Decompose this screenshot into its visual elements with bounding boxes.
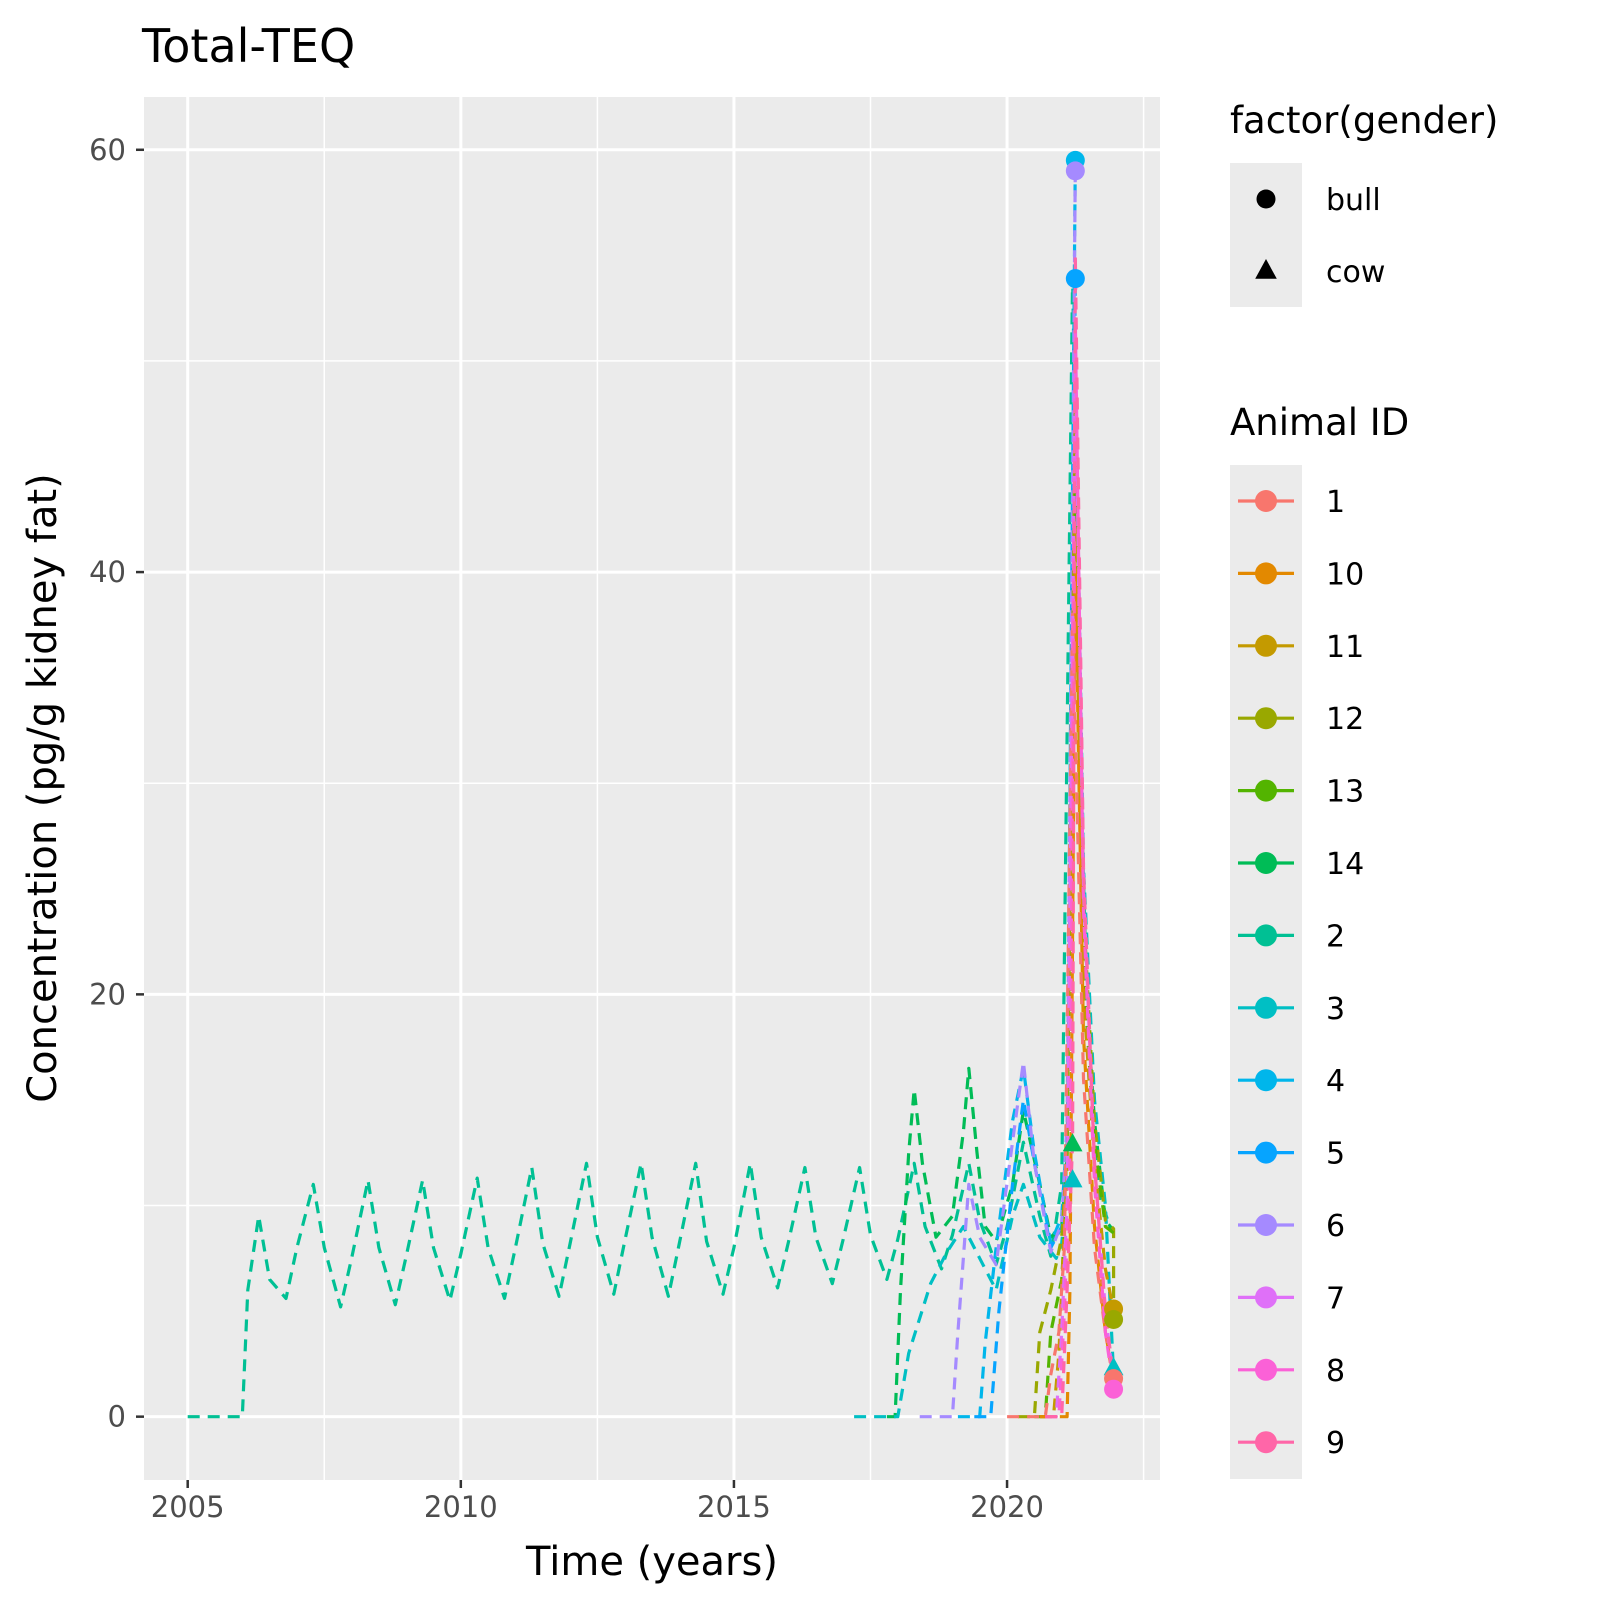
legend-animal-id-label: 10	[1326, 557, 1364, 592]
series-line-1	[1007, 612, 1116, 1419]
x-tick-label: 2010	[424, 1490, 498, 1524]
legend-gender-label: cow	[1326, 255, 1385, 290]
series-line-2	[187, 274, 1113, 1419]
y-tick-label: 0	[108, 1400, 126, 1434]
legend-animal-id-label: 5	[1326, 1137, 1345, 1172]
y-tick-label: 60	[89, 133, 126, 167]
legend-key-point	[1255, 1431, 1277, 1454]
axis-ticks	[136, 148, 1009, 1488]
legend-animal-id-label: 7	[1326, 1281, 1345, 1316]
legend-gender-label: bull	[1326, 183, 1381, 218]
legend-key-circle	[1256, 189, 1276, 209]
legend-animal-id: Animal ID 1 10 11 12 13 14 2 3 4 5 6 7 8 9	[1230, 401, 1409, 1479]
legend-animal-id-label: 4	[1326, 1064, 1345, 1099]
data-point-3	[1062, 1169, 1083, 1188]
legend-animal-id-title: Animal ID	[1230, 401, 1409, 444]
tick-labels: 2005 2010 2015 2020 0 20 40 60	[89, 133, 1044, 1524]
data-point-12	[1104, 1310, 1124, 1330]
grid-minor	[144, 97, 1160, 1480]
series-line-9	[1045, 253, 1116, 1419]
legend-animal-id-label: 11	[1326, 630, 1364, 665]
legend-animal-id-label: 2	[1326, 919, 1345, 954]
legend-animal-id-label: 13	[1326, 775, 1364, 810]
series-line-10	[1039, 570, 1116, 1419]
legend-key-point	[1255, 996, 1277, 1019]
legend-key-point	[1255, 924, 1277, 947]
legend-key-point	[1255, 490, 1277, 512]
marker-layer	[1062, 150, 1124, 1399]
legend-key-point	[1255, 1069, 1277, 1092]
legend-animal-id-label: 9	[1326, 1426, 1345, 1461]
legend-animal-id-label: 6	[1326, 1209, 1345, 1244]
legend-key-point	[1255, 707, 1277, 730]
x-tick-label: 2015	[697, 1490, 771, 1524]
legend-key-point	[1255, 1286, 1277, 1309]
series-line-12	[1018, 401, 1116, 1419]
y-tick-label: 20	[89, 977, 126, 1011]
legend-gender-keys	[1230, 163, 1302, 307]
legend-animal-id-label: 3	[1326, 992, 1345, 1027]
data-point-8	[1104, 1379, 1124, 1399]
data-point-14	[1062, 1133, 1083, 1152]
legend-key-point	[1255, 1141, 1277, 1164]
legend-animal-id-keys	[1230, 465, 1302, 1479]
data-point-5	[1065, 269, 1085, 289]
x-tick-label: 2005	[151, 1490, 225, 1524]
legend-key-point	[1255, 852, 1277, 874]
chart-title: Total-TEQ	[141, 19, 355, 73]
legend-key-point	[1255, 1214, 1277, 1236]
legend-key-point	[1255, 634, 1277, 657]
legend-key-triangle	[1255, 259, 1277, 279]
legend-gender: factor(gender) bull cow	[1230, 99, 1498, 307]
y-tick-label: 40	[89, 555, 126, 589]
x-tick-label: 2020	[970, 1490, 1044, 1524]
y-axis-title: Concentration (pg/g kidney fat)	[20, 473, 66, 1103]
legend-key-point	[1255, 779, 1277, 802]
legend-key-point	[1255, 562, 1277, 585]
legend-animal-id-label: 12	[1326, 702, 1364, 737]
series-line-3	[854, 359, 1116, 1419]
legend-animal-id-label: 14	[1326, 847, 1364, 882]
legend-gender-title: factor(gender)	[1230, 99, 1498, 142]
x-axis-title: Time (years)	[525, 1539, 778, 1585]
legend-animal-id-label: 8	[1326, 1354, 1345, 1389]
legend-animal-id-label: 1	[1326, 485, 1345, 520]
data-point-6	[1065, 161, 1085, 181]
legend-key-point	[1255, 1358, 1277, 1381]
